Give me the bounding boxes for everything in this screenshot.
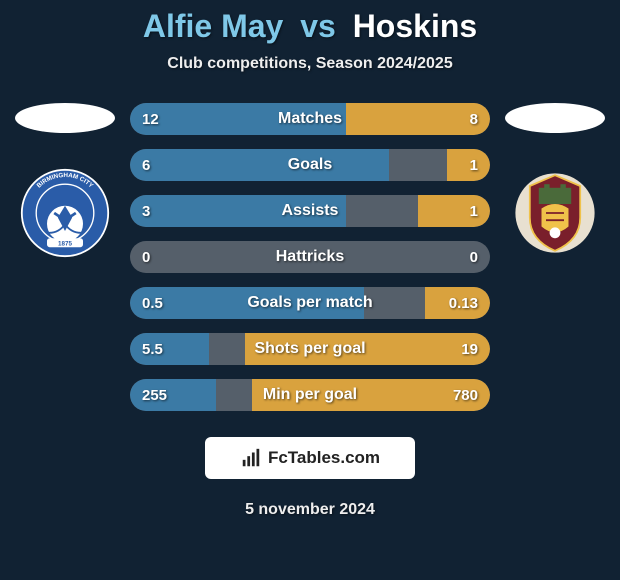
stat-val-right: 8 xyxy=(470,111,478,128)
stat-val-left: 3 xyxy=(142,203,150,220)
subtitle: Club competitions, Season 2024/2025 xyxy=(167,55,452,73)
stat-row: 0.5 Goals per match 0.13 xyxy=(130,287,490,319)
stat-val-left: 5.5 xyxy=(142,341,163,358)
right-side xyxy=(500,103,610,411)
stat-label: Matches xyxy=(278,110,342,128)
stat-row: 0 Hattricks 0 xyxy=(130,241,490,273)
stat-label: Goals xyxy=(288,156,332,174)
player2-oval xyxy=(505,103,605,133)
vs-text: vs xyxy=(300,8,336,44)
bar-fill-right xyxy=(346,103,490,135)
bar-fill-left xyxy=(130,149,389,181)
stat-label: Min per goal xyxy=(263,386,357,404)
stat-label: Assists xyxy=(282,202,339,220)
stat-val-right: 0.13 xyxy=(449,295,478,312)
player1-name: Alfie May xyxy=(143,8,283,44)
stat-bars: 12 Matches 8 6 Goals 1 3 Assists 1 0 Hattricks 0 0.5… xyxy=(130,103,490,411)
stat-label: Hattricks xyxy=(276,248,344,266)
stat-val-left: 255 xyxy=(142,387,167,404)
stat-val-left: 0 xyxy=(142,249,150,266)
stat-row: 12 Matches 8 xyxy=(130,103,490,135)
comparison-card: Alfie May vs Hoskins Club competitions, … xyxy=(0,0,620,580)
stat-row: 3 Assists 1 xyxy=(130,195,490,227)
svg-text:1875: 1875 xyxy=(58,240,73,247)
stat-row: 6 Goals 1 xyxy=(130,149,490,181)
title: Alfie May vs Hoskins xyxy=(143,8,477,45)
stat-val-right: 1 xyxy=(470,203,478,220)
player2-name: Hoskins xyxy=(353,8,477,44)
brand-text: FcTables.com xyxy=(268,448,380,468)
date-text: 5 november 2024 xyxy=(245,501,375,519)
birmingham-crest-icon: 1875 BIRMINGHAM CITY xyxy=(20,168,110,258)
stat-val-left: 12 xyxy=(142,111,159,128)
stat-row: 5.5 Shots per goal 19 xyxy=(130,333,490,365)
chart-icon xyxy=(240,447,262,469)
left-side: 1875 BIRMINGHAM CITY xyxy=(10,103,120,411)
player1-oval xyxy=(15,103,115,133)
stat-val-right: 19 xyxy=(461,341,478,358)
bar-fill-right xyxy=(447,149,490,181)
player1-club-crest: 1875 BIRMINGHAM CITY xyxy=(20,168,110,258)
stat-row: 255 Min per goal 780 xyxy=(130,379,490,411)
stat-val-right: 780 xyxy=(453,387,478,404)
northampton-crest-icon xyxy=(510,168,600,258)
stat-val-right: 0 xyxy=(470,249,478,266)
stat-val-right: 1 xyxy=(470,157,478,174)
player2-club-crest xyxy=(510,168,600,258)
stat-label: Goals per match xyxy=(247,294,372,312)
stat-label: Shots per goal xyxy=(254,340,365,358)
bar-fill-right xyxy=(418,195,490,227)
main-row: 1875 BIRMINGHAM CITY 12 Matches 8 6 Goals 1 3 A… xyxy=(0,103,620,411)
brand-badge: FcTables.com xyxy=(205,437,415,479)
stat-val-left: 0.5 xyxy=(142,295,163,312)
stat-val-left: 6 xyxy=(142,157,150,174)
